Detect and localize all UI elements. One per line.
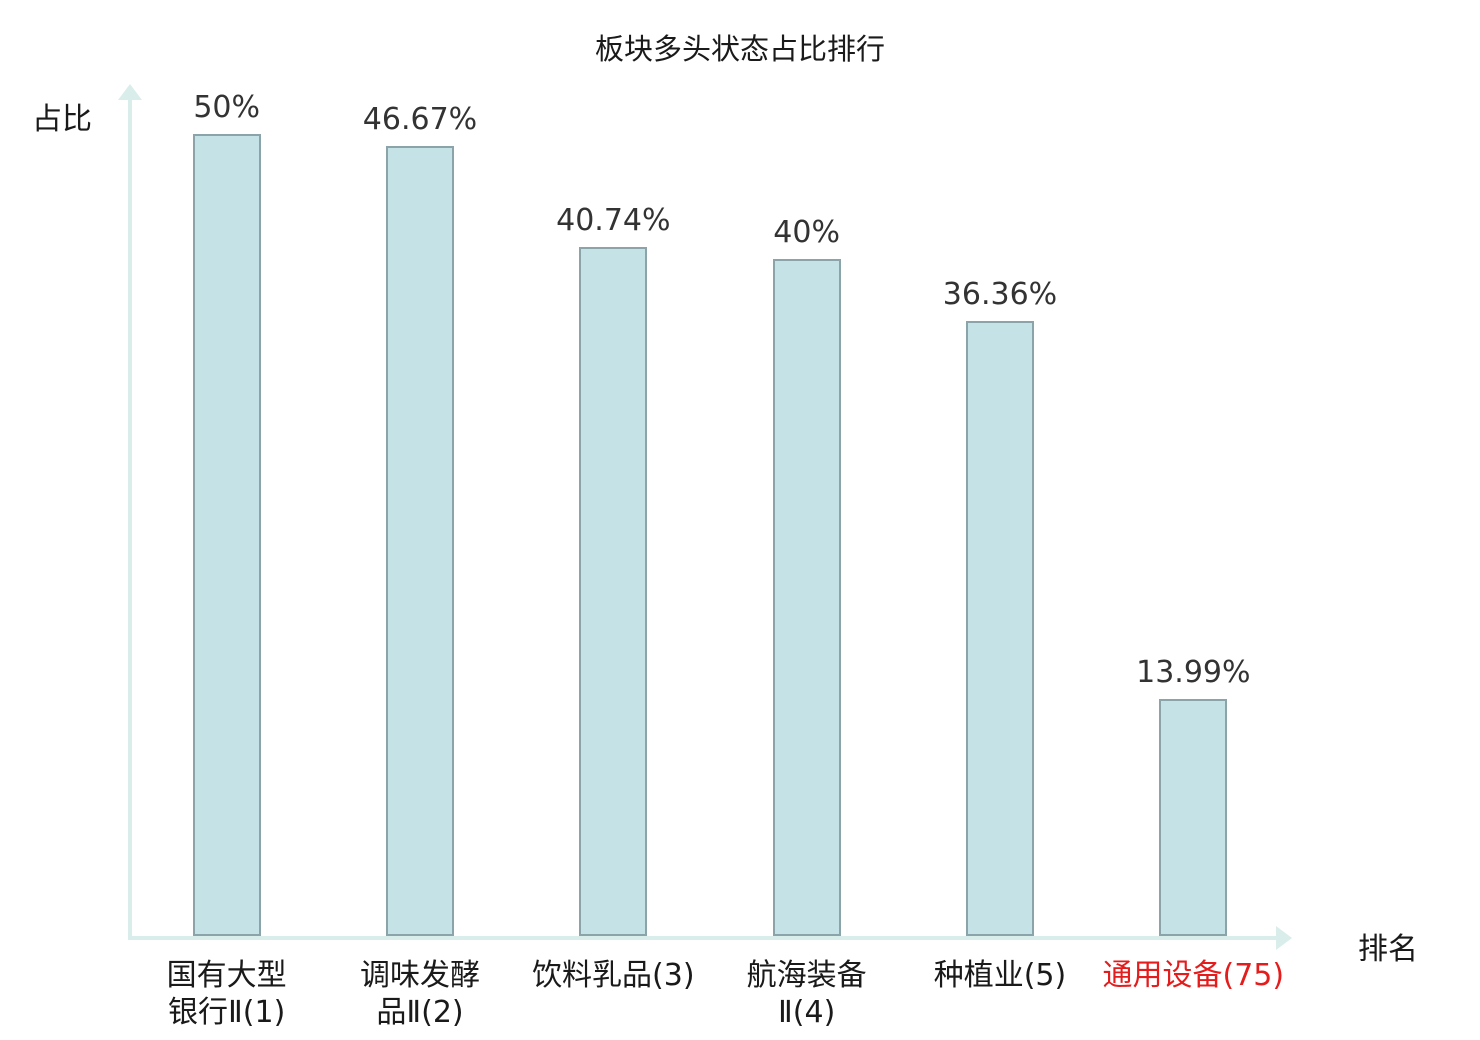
y-axis-line [128,98,132,938]
bar-group: 50% [130,90,323,936]
bar [772,259,841,936]
bar-group: 13.99% [1097,90,1290,936]
bar [579,247,648,936]
bar-category-label: 国有大型 银行Ⅱ(1) [166,958,287,1030]
bar-category-label: 饮料乳品(3) [532,958,695,993]
bar [385,146,454,936]
y-axis-label: 占比 [32,102,92,137]
bar-group: 40.74% [517,90,710,936]
bar-category-label: 调味发酵 品Ⅱ(2) [359,958,480,1030]
bar-category-label: 通用设备(75) [1102,958,1285,993]
bar-value-label: 50% [193,90,260,125]
x-axis-label: 排名 [1358,932,1418,967]
bar-value-label: 40.74% [556,203,671,238]
bar-value-label: 46.67% [362,102,478,137]
bar [1159,699,1228,936]
bar [192,134,261,936]
bar-group: 46.67% [323,90,516,936]
bar-value-label: 40% [773,215,840,250]
x-axis-arrow-icon [1276,926,1292,950]
bar-category-label: 航海装备 Ⅱ(4) [746,958,867,1030]
plot-area: 50% 46.67% 40.74% 40% 36.36% 13.99% [130,90,1290,936]
bar [965,321,1034,936]
y-axis-arrow-icon [118,84,142,100]
bar-group: 40% [710,90,903,936]
bar-value-label: 36.36% [942,277,1058,312]
x-axis-line [128,936,1276,940]
bar-category-label: 种植业(5) [933,958,1067,993]
bar-group: 36.36% [903,90,1096,936]
chart-title: 板块多头状态占比排行 [594,32,885,66]
bar-value-label: 13.99% [1136,655,1251,690]
category-axis: 国有大型 银行Ⅱ(1) 调味发酵 品Ⅱ(2) 饮料乳品(3) 航海装备 Ⅱ(4)… [130,958,1290,1031]
